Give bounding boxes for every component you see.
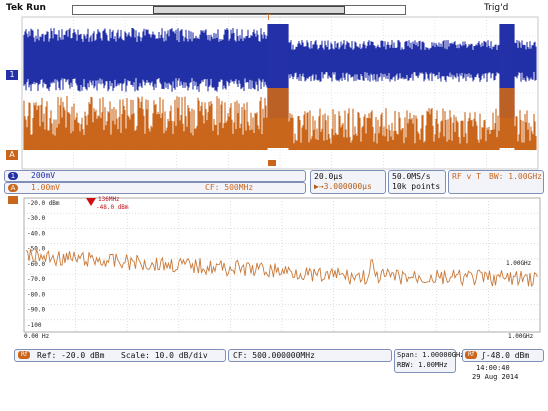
capture-time: 14:00:40	[476, 364, 510, 372]
spectrum-y-tick-label: -30.0	[27, 215, 45, 222]
spectrum-y-tick-label: -50.0	[27, 246, 45, 253]
spectrum-ref-readout[interactable]: Rf Ref: -20.0 dBm Scale: 10.0 dB/div	[14, 349, 226, 362]
peak-marker[interactable]	[86, 198, 98, 208]
spectrum-span-readout[interactable]: Span: 1.00000GHz RBW: 1.00MHz	[394, 349, 464, 373]
rf-time-ground-marker[interactable]: A	[6, 150, 18, 160]
rf-time-bandwidth: BW: 1.00GHz	[489, 172, 542, 181]
ch1-scale-readout[interactable]: 1 200mV	[4, 170, 306, 182]
capture-date: 29 Aug 2014	[472, 373, 519, 381]
spectrum-y-tick-label: -40.0	[27, 230, 45, 237]
rf-time-label: RF v T	[452, 172, 481, 181]
spectrum-y-tick-label: -80.0	[27, 291, 45, 298]
spectrum-x-start: 0.00 Hz	[24, 333, 50, 340]
peak-marker-level: -48.0 dBm	[96, 204, 129, 211]
spectrum-y-tick-label: -90.0	[27, 307, 45, 314]
record-length: 10k points	[392, 182, 441, 191]
trigger-time-marker[interactable]: T	[266, 14, 276, 22]
run-status: Tek Run	[6, 3, 46, 13]
time-domain-graticule	[21, 16, 539, 170]
rf-time-scale: 1.00mV	[31, 183, 60, 192]
spectrum-rf-badge: Rf	[18, 351, 30, 359]
spectrum-y-tick-label: -20.0 dBm	[27, 200, 60, 207]
spectrum-x-end-top: 1.00GHz	[506, 260, 532, 267]
peak-marker-frequency: 136MHz	[98, 196, 120, 203]
spectrum-left-marker[interactable]	[8, 196, 18, 204]
spectrum-vertical-scale: Scale: 10.0 dB/div	[121, 351, 208, 360]
timebase-readout[interactable]: 20.0µs ▶→3.000000µs	[310, 170, 386, 194]
timebase-scale: 20.0µs	[314, 172, 343, 181]
trigger-position-marker[interactable]	[268, 160, 276, 166]
spectrum-y-tick-label: -100	[27, 322, 42, 329]
spectrum-y-tick-label: -60.0	[27, 261, 45, 268]
record-position-bar[interactable]	[72, 5, 406, 15]
rf-time-center-freq: CF: 500MHz	[205, 183, 254, 192]
spectrum-trigger-badge: Rf	[465, 351, 477, 359]
timebase-delay: ▶→3.000000µs	[314, 182, 372, 191]
ch1-scale: 200mV	[31, 171, 56, 180]
sample-rate: 50.0MS/s	[392, 172, 431, 181]
spectrum-rbw: RBW: 1.00MHz	[397, 361, 448, 369]
spectrum-display: -20.0 dBm -30.0 -40.0 -50.0 -60.0 -70.0 -80.0 -…	[23, 197, 541, 333]
spectrum-trace	[25, 249, 538, 287]
spectrum-span: Span: 1.00000GHz	[397, 351, 465, 359]
spectrum-trigger-readout[interactable]: Rf ʃ-48.0 dBm	[462, 349, 544, 362]
trigger-status: Trig'd	[484, 3, 509, 13]
trigger-time-marker-label: T	[266, 13, 271, 22]
rf-time-marker-label: A	[9, 150, 15, 159]
ch1-badge: 1	[8, 172, 18, 180]
spectrum-center-readout[interactable]: CF: 500.000000MHz	[228, 349, 392, 362]
record-window-indicator[interactable]	[153, 6, 345, 14]
spectrum-center-frequency: CF: 500.000000MHz	[233, 351, 315, 360]
spectrum-x-end: 1.00GHz	[508, 333, 534, 340]
ch1-ground-marker[interactable]: 1	[6, 70, 18, 80]
spectrum-y-tick-label: -70.0	[27, 276, 45, 283]
rf-time-trigger-readout[interactable]: RF v T BW: 1.00GHz	[448, 170, 544, 194]
acquisition-readout[interactable]: 50.0MS/s 10k points	[388, 170, 446, 194]
spectrum-reference-level: Ref: -20.0 dBm	[37, 351, 105, 360]
rf-time-readout[interactable]: A 1.00mV CF: 500MHz	[4, 182, 306, 194]
rf-time-badge: A	[8, 184, 18, 192]
ch1-marker-label: 1	[9, 70, 15, 79]
spectrum-trigger-level: ʃ-48.0 dBm	[481, 351, 530, 360]
